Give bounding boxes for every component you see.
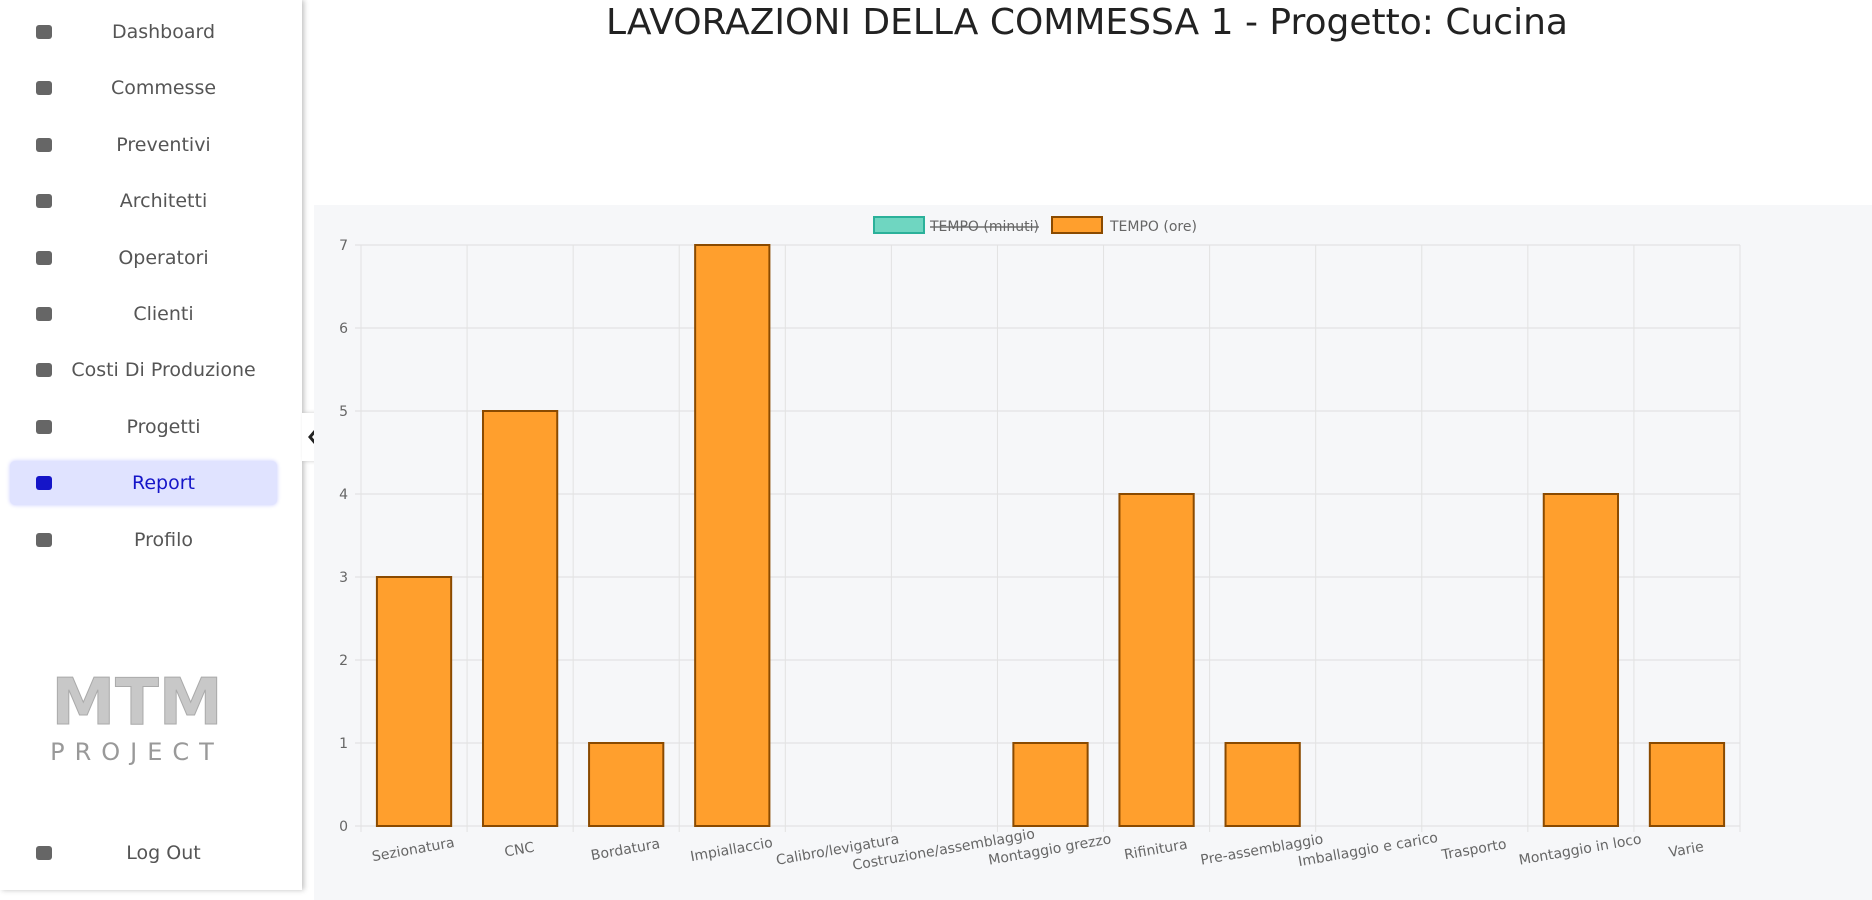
y-tick-label: 4: [339, 487, 348, 503]
bar: [1012, 742, 1089, 827]
nav-icon: [36, 25, 52, 39]
bar: [694, 244, 771, 827]
nav-item[interactable]: Commesse: [10, 66, 277, 110]
page-title: LAVORAZIONI DELLA COMMESSA 1 - Progetto:…: [606, 2, 1568, 43]
x-tick-label: Varie: [1667, 839, 1705, 861]
y-tick-label: 7: [339, 238, 348, 254]
nav-label: Commesse: [110, 77, 217, 100]
nav-item[interactable]: Architetti: [10, 179, 277, 223]
nav-item[interactable]: Preventivi: [10, 123, 277, 167]
nav-item[interactable]: Operatori: [10, 236, 277, 280]
legend-swatch: [1051, 216, 1103, 234]
nav-label: Operatori: [118, 246, 209, 269]
logo-title: MTM: [51, 666, 222, 740]
bar: [481, 410, 559, 827]
bar: [1648, 742, 1726, 827]
bar: [588, 742, 665, 827]
nav-label: Profilo: [133, 528, 193, 551]
nav-icon: [36, 476, 52, 491]
nav-icon: [36, 532, 52, 547]
logout[interactable]: Log Out: [10, 831, 277, 875]
nav-icon: [36, 81, 52, 96]
nav-icon: [36, 250, 52, 265]
bar: [375, 576, 453, 827]
nav-item[interactable]: Report: [10, 461, 277, 506]
nav-icon: [36, 363, 52, 378]
nav-item[interactable]: Progetti: [10, 405, 277, 449]
nav-item[interactable]: Clienti: [10, 292, 277, 336]
bar: [1118, 493, 1195, 827]
logo-subtitle: PROJECT: [50, 738, 224, 766]
logout-icon: [36, 846, 52, 860]
sidebar: Dashboard Commesse Preventivi Architetti Ope…: [0, 0, 302, 890]
y-tick-label: 2: [339, 653, 348, 669]
nav-icon: [36, 307, 52, 321]
y-tick-label: 0: [339, 819, 348, 835]
nav-label: Dashboard: [111, 21, 216, 43]
nav-icon: [36, 194, 52, 209]
x-tick-label: CNC: [503, 840, 536, 861]
nav-label: Report: [132, 472, 195, 495]
logout-label: Log Out: [126, 842, 201, 864]
y-tick-label: 5: [339, 404, 348, 420]
nav-icon: [36, 419, 52, 434]
nav-icon: [36, 137, 52, 152]
legend-swatch: [873, 216, 925, 234]
nav-label: Progetti: [126, 415, 201, 438]
legend-label: TEMPO (ore): [1109, 219, 1197, 235]
nav-label: Costi Di Produzione: [71, 359, 256, 382]
nav-item[interactable]: Profilo: [10, 518, 277, 562]
y-tick-label: 6: [339, 321, 348, 337]
nav-item[interactable]: Dashboard: [10, 10, 277, 54]
y-tick-label: 1: [339, 736, 348, 752]
bar: [1542, 493, 1620, 827]
nav-item[interactable]: Costi Di Produzione: [10, 348, 277, 392]
y-tick-label: 3: [339, 570, 348, 586]
nav-label: Architetti: [119, 190, 208, 213]
bar: [1224, 742, 1301, 827]
logo: MTM PROJECT: [50, 666, 224, 767]
legend-label: TEMPO (minuti): [929, 219, 1039, 235]
nav-label: Preventivi: [116, 133, 211, 156]
nav-label: Clienti: [133, 303, 194, 325]
